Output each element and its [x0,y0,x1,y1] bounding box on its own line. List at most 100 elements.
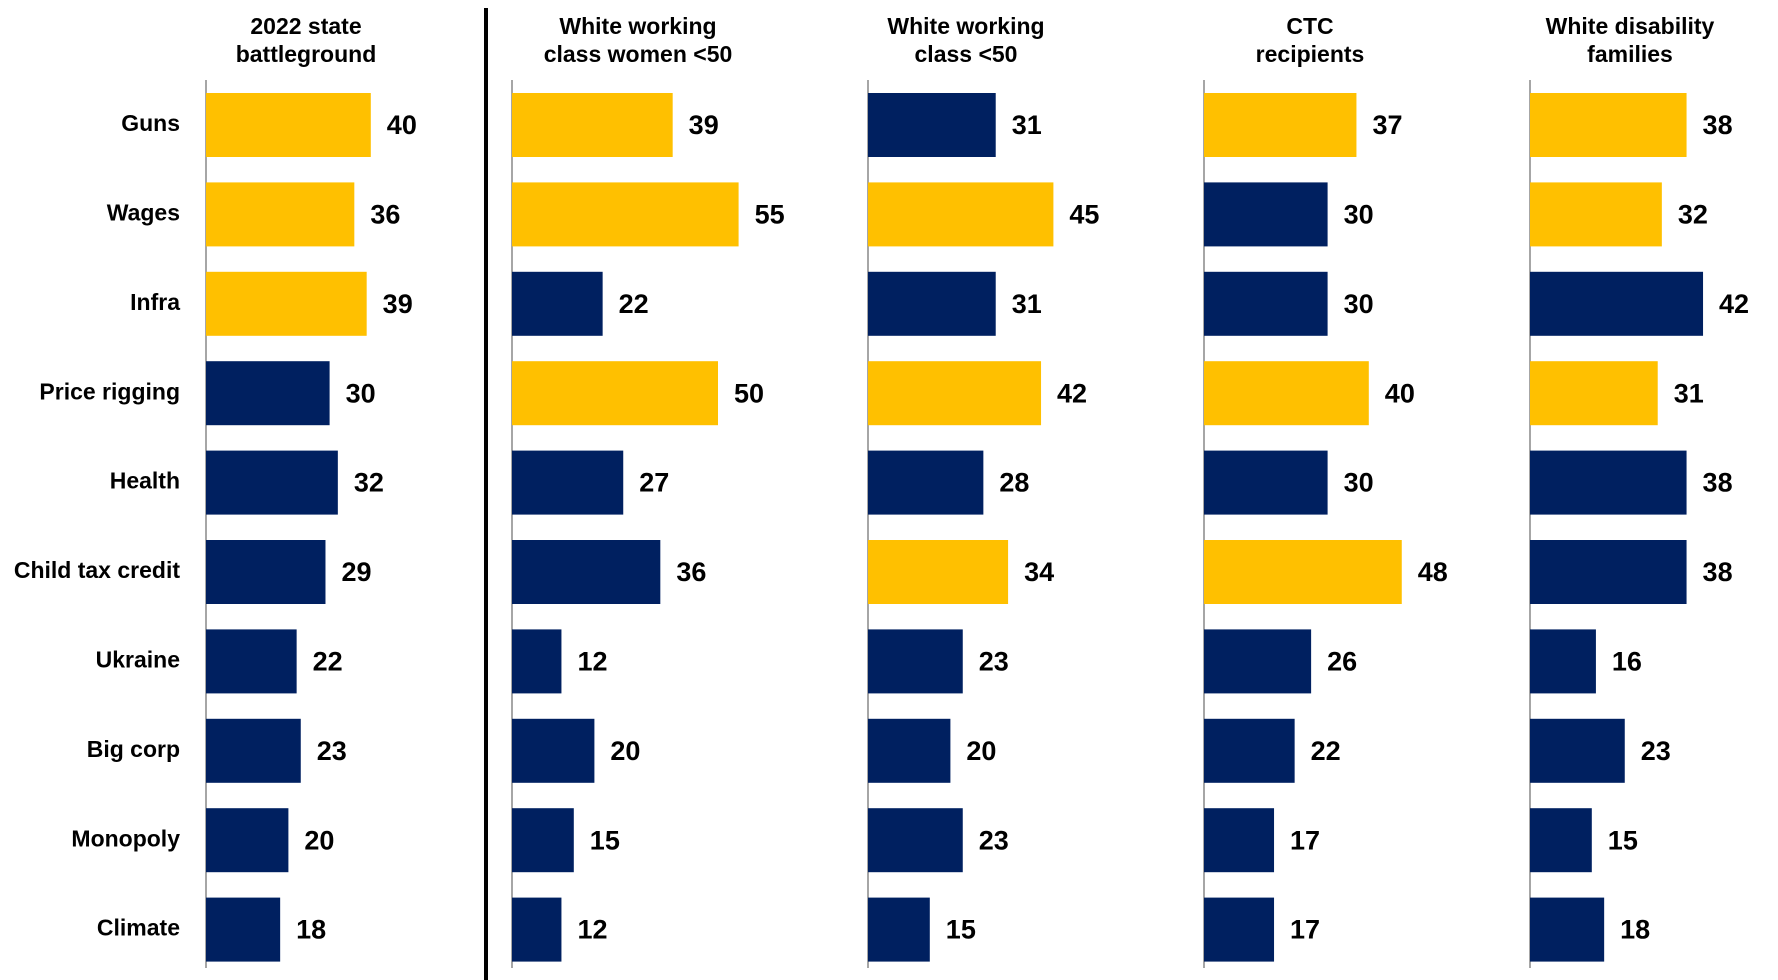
category-label: Child tax credit [14,557,180,583]
value-label: 48 [1418,557,1448,587]
bar [206,629,297,694]
value-label: 38 [1703,557,1733,587]
panel-title: families [1587,41,1673,67]
panel-title: White disability [1546,13,1715,39]
bar [206,897,281,962]
value-label: 30 [1344,289,1374,319]
value-label: 22 [619,289,649,319]
bar [512,540,661,604]
value-label: 15 [946,915,976,945]
value-label: 50 [734,378,764,408]
value-label: 38 [1703,110,1733,140]
value-label: 28 [999,468,1029,498]
bar [868,629,963,694]
value-label: 20 [304,825,334,855]
category-label: Ukraine [96,646,180,672]
category-label: Big corp [87,736,180,762]
bar [1204,271,1328,336]
value-label: 30 [1344,200,1374,230]
bar [1204,93,1357,157]
bar [1204,540,1402,604]
bar [1204,629,1312,694]
category-label: Health [110,468,180,494]
value-label: 18 [1620,915,1650,945]
chart-panels: Guns Wages Infra Price rigging Health Child t… [14,13,1749,968]
bar [206,182,355,247]
bar [1204,450,1328,515]
bar [512,93,673,157]
bar [512,718,595,783]
value-label: 30 [346,378,376,408]
panel-title: battleground [236,41,377,67]
bar [512,629,562,694]
value-label: 22 [313,647,343,677]
bar [1530,718,1625,783]
value-label: 12 [577,915,607,945]
value-label: 32 [1678,200,1708,230]
bar [206,808,289,873]
bar [512,450,624,515]
bar [1204,182,1328,247]
bar [512,808,574,873]
bar [868,450,984,515]
category-label: Climate [97,915,180,941]
value-label: 32 [354,468,384,498]
bar [1530,271,1704,336]
panel-title: class women <50 [544,41,733,67]
bar [1530,361,1658,426]
value-label: 23 [317,736,347,766]
value-label: 36 [370,200,400,230]
value-label: 29 [341,557,371,587]
bar [1530,182,1662,247]
bar [868,93,996,157]
value-label: 34 [1024,557,1054,587]
value-label: 36 [676,557,706,587]
value-label: 45 [1069,200,1099,230]
value-label: 15 [590,825,620,855]
value-label: 31 [1012,110,1042,140]
value-label: 55 [755,200,785,230]
value-label: 37 [1372,110,1402,140]
panel-title: class <50 [915,41,1018,67]
bar [868,718,951,783]
bar [1530,540,1687,604]
bar [868,540,1009,604]
bar [868,182,1054,247]
value-label: 39 [689,110,719,140]
value-label: 18 [296,915,326,945]
bar [1204,897,1275,962]
bar [868,271,996,336]
panel-title: CTC [1286,13,1333,39]
value-label: 40 [1385,378,1415,408]
category-label: Infra [130,289,180,315]
value-label: 40 [387,110,417,140]
bar [868,361,1042,426]
value-label: 20 [610,736,640,766]
value-label: 39 [383,289,413,319]
bar [1204,718,1295,783]
bar [206,450,338,515]
value-label: 31 [1012,289,1042,319]
value-label: 22 [1311,736,1341,766]
value-label: 30 [1344,468,1374,498]
bar [206,93,371,157]
bar [1530,93,1687,157]
bar [512,361,718,426]
panel-title: recipients [1256,41,1365,67]
bar [206,271,367,336]
value-label: 12 [577,647,607,677]
bar [1204,808,1275,873]
value-label: 26 [1327,647,1357,677]
bar [206,540,326,604]
bar [206,718,301,783]
category-label: Wages [107,199,180,225]
bar [868,808,963,873]
value-label: 15 [1608,825,1638,855]
bar [1530,450,1687,515]
panel-title: White working [559,13,716,39]
value-label: 17 [1290,825,1320,855]
bar [206,361,330,426]
value-label: 31 [1674,378,1704,408]
bar [1530,808,1592,873]
